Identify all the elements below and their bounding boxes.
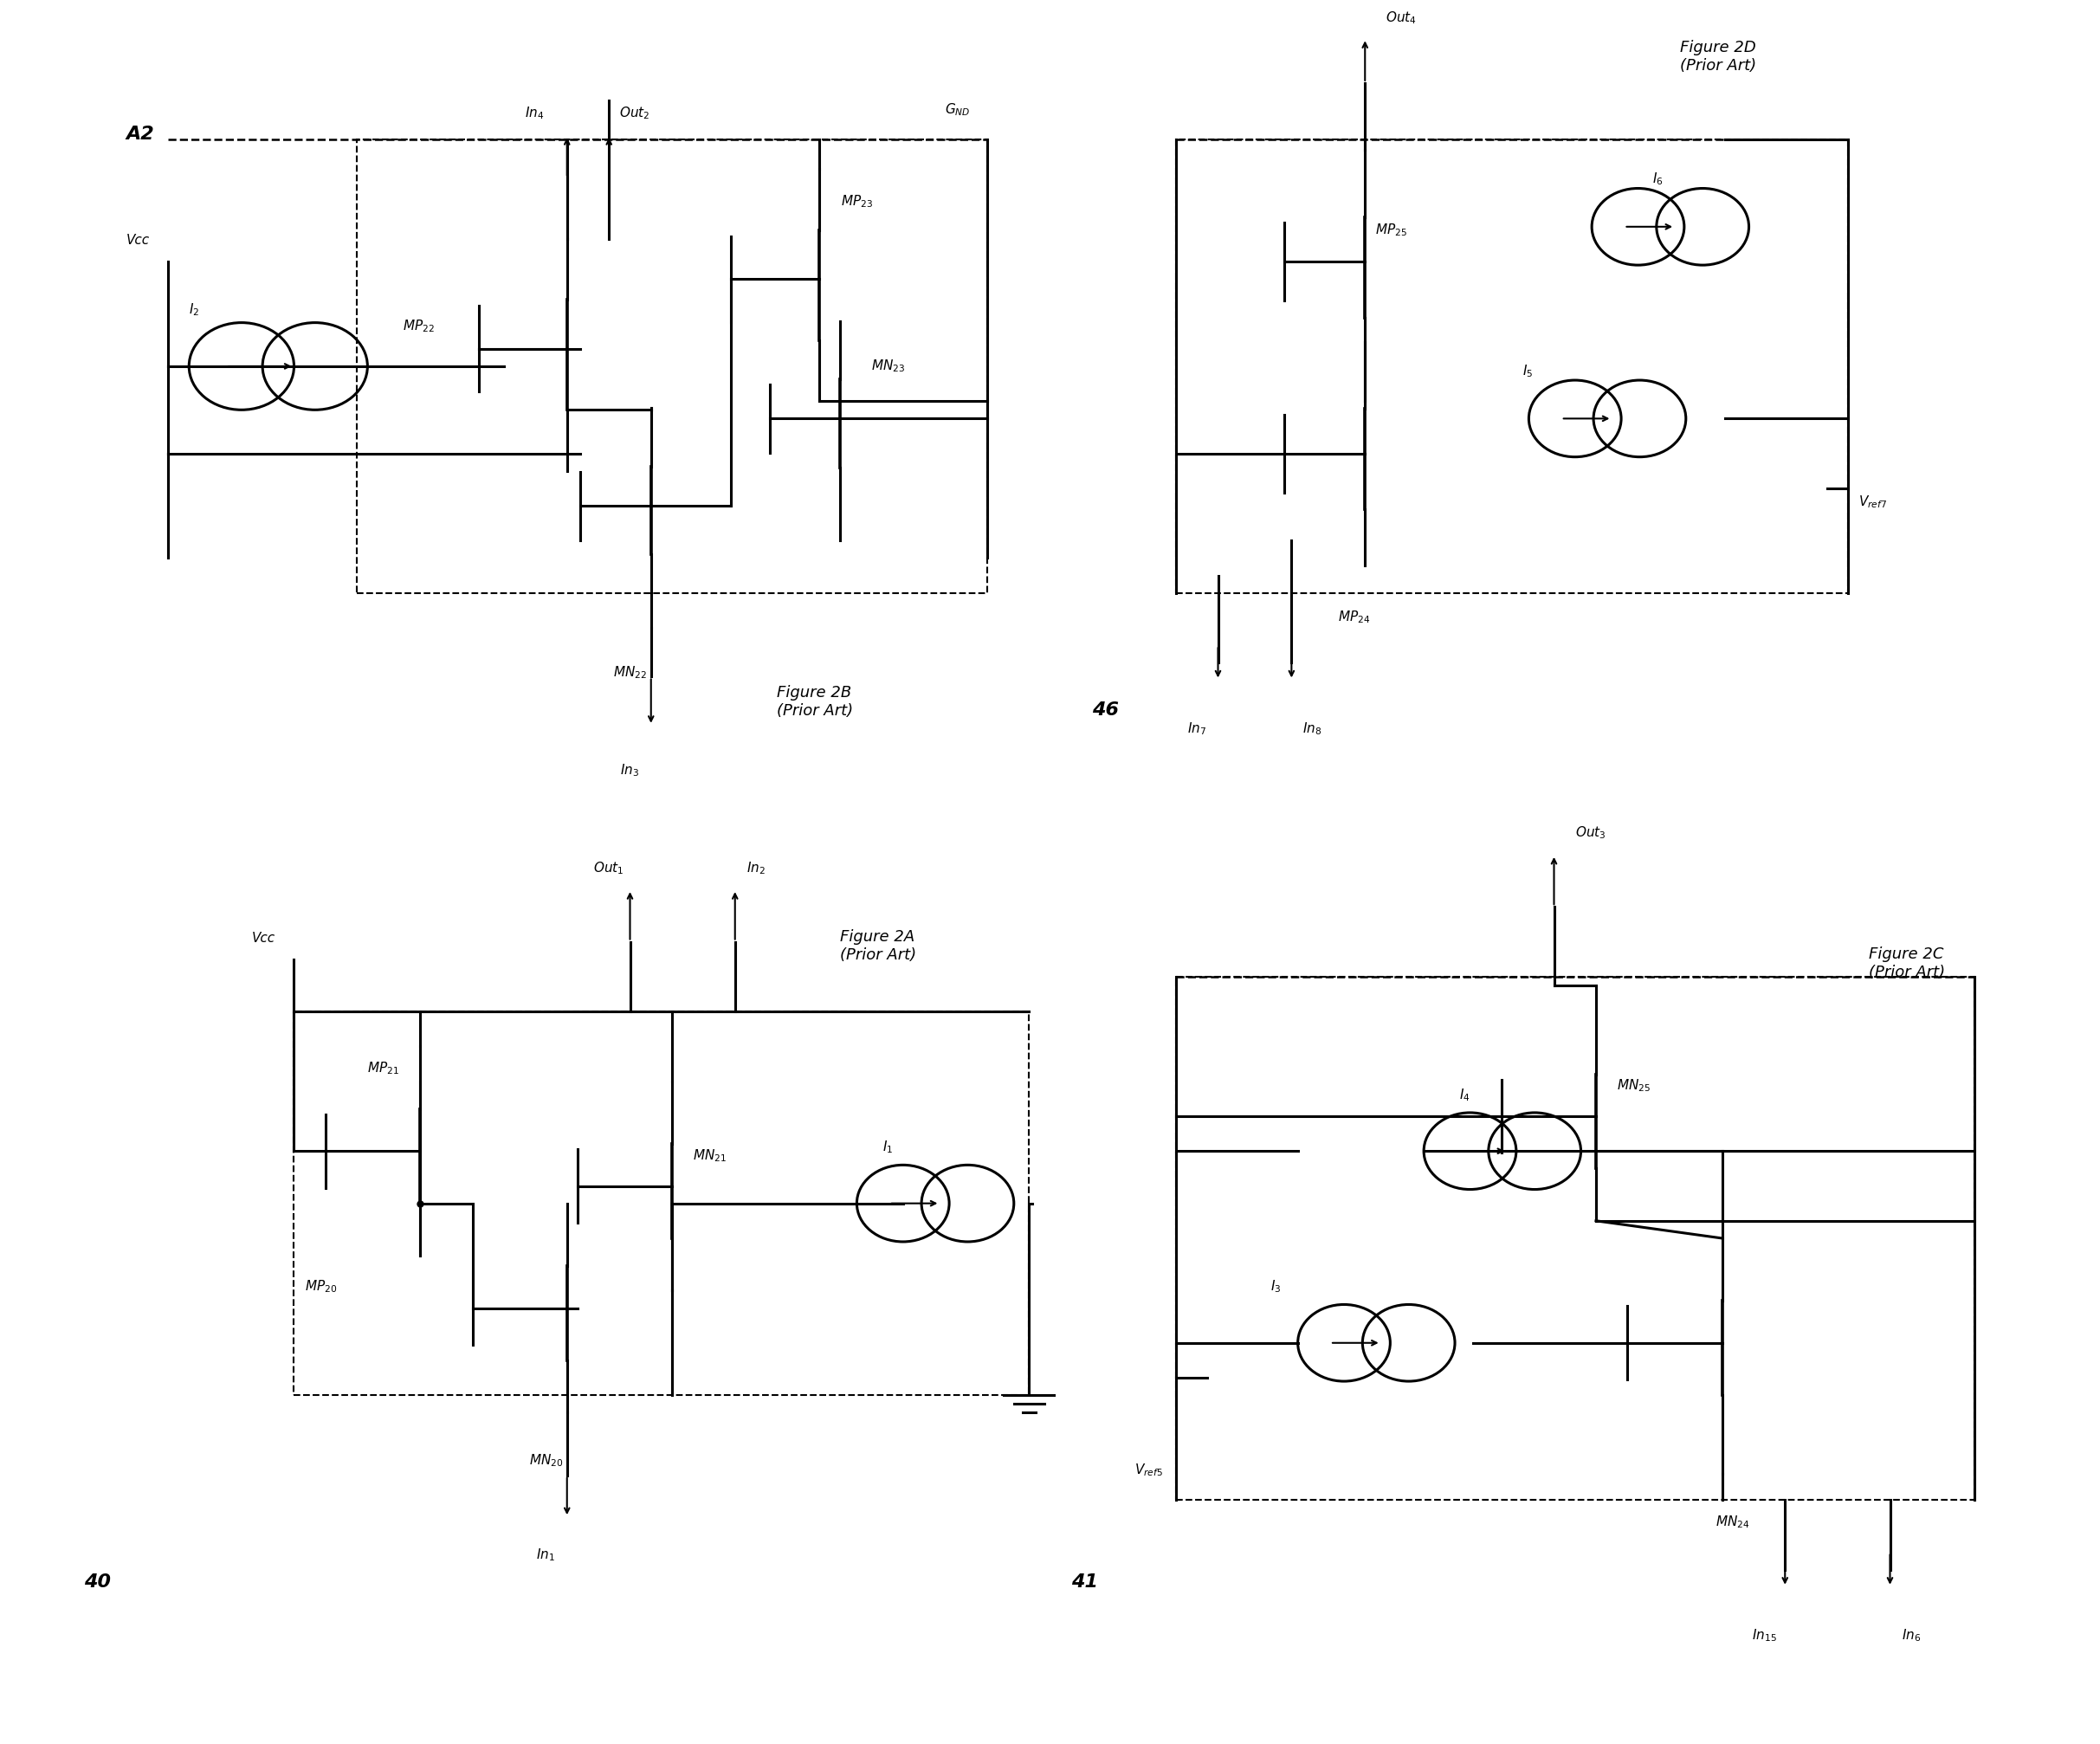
Text: MN$_{20}$: MN$_{20}$: [529, 1453, 563, 1468]
Text: In$_3$: In$_3$: [620, 762, 640, 778]
Text: In$_6$: In$_6$: [1900, 1627, 1922, 1643]
Text: I$_3$: I$_3$: [1270, 1278, 1281, 1294]
Text: Figure 2A
(Prior Art): Figure 2A (Prior Art): [840, 930, 916, 963]
Text: Out$_2$: Out$_2$: [620, 105, 651, 120]
Text: Vcc: Vcc: [252, 931, 275, 944]
Text: Out$_4$: Out$_4$: [1386, 9, 1418, 26]
Text: 46: 46: [1092, 701, 1119, 719]
Text: Figure 2C
(Prior Art): Figure 2C (Prior Art): [1869, 947, 1945, 980]
Text: Figure 2B
(Prior Art): Figure 2B (Prior Art): [777, 685, 853, 719]
Text: A2: A2: [126, 126, 155, 143]
Text: In$_4$: In$_4$: [525, 105, 544, 120]
Text: I$_6$: I$_6$: [1653, 171, 1663, 187]
Text: In$_2$: In$_2$: [746, 860, 766, 875]
Text: MN$_{21}$: MN$_{21}$: [693, 1148, 727, 1163]
Text: MP$_{24}$: MP$_{24}$: [1338, 609, 1371, 624]
Text: 40: 40: [84, 1573, 111, 1591]
Text: MN$_{24}$: MN$_{24}$: [1716, 1514, 1749, 1529]
Text: MP$_{25}$: MP$_{25}$: [1376, 221, 1407, 237]
Text: Figure 2D
(Prior Art): Figure 2D (Prior Art): [1680, 40, 1756, 73]
Text: MP$_{23}$: MP$_{23}$: [842, 194, 874, 209]
Text: MN$_{22}$: MN$_{22}$: [613, 664, 647, 680]
Text: V$_{ref5}$: V$_{ref5}$: [1134, 1461, 1163, 1477]
Text: MP$_{20}$: MP$_{20}$: [304, 1278, 336, 1294]
Text: In$_{15}$: In$_{15}$: [1751, 1627, 1777, 1643]
Text: MN$_{25}$: MN$_{25}$: [1617, 1078, 1651, 1093]
Text: Out$_1$: Out$_1$: [594, 860, 624, 875]
Text: V$_{ref7}$: V$_{ref7}$: [1858, 494, 1888, 509]
Text: In$_7$: In$_7$: [1186, 720, 1207, 736]
Text: MP$_{21}$: MP$_{21}$: [368, 1060, 399, 1076]
Text: MP$_{22}$: MP$_{22}$: [403, 319, 435, 335]
Text: Vcc: Vcc: [126, 234, 149, 246]
Text: I$_4$: I$_4$: [1459, 1087, 1470, 1102]
Text: I$_2$: I$_2$: [189, 302, 200, 317]
Text: In$_8$: In$_8$: [1302, 720, 1323, 736]
Text: I$_1$: I$_1$: [882, 1139, 892, 1155]
Text: Out$_3$: Out$_3$: [1575, 825, 1606, 841]
Text: In$_1$: In$_1$: [536, 1547, 556, 1563]
Text: 41: 41: [1071, 1573, 1098, 1591]
Text: MN$_{23}$: MN$_{23}$: [872, 358, 905, 373]
Text: G$_{ND}$: G$_{ND}$: [945, 101, 970, 117]
Text: I$_5$: I$_5$: [1522, 363, 1533, 378]
